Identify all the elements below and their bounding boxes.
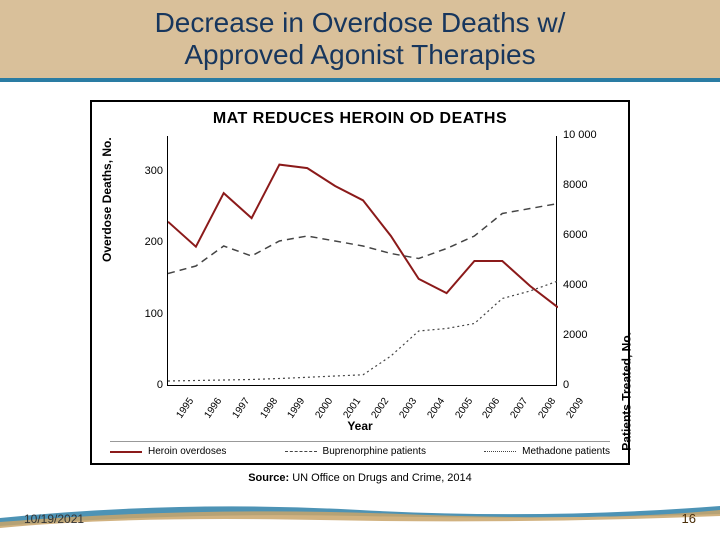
legend-item: Methadone patients bbox=[484, 446, 610, 457]
legend-swatch bbox=[110, 451, 142, 453]
x-tick: 1998 bbox=[258, 396, 280, 421]
y-left-axis-label: Overdose Deaths, No. bbox=[100, 137, 114, 262]
x-tick: 2009 bbox=[564, 396, 586, 421]
source-citation: Source: UN Office on Drugs and Crime, 20… bbox=[0, 472, 720, 484]
chart-container: MAT REDUCES HEROIN OD DEATHS Overdose De… bbox=[90, 100, 630, 465]
x-axis-label: Year bbox=[92, 419, 628, 433]
legend-label: Heroin overdoses bbox=[148, 446, 226, 457]
chart-legend: Heroin overdoses Buprenorphine patients Me… bbox=[110, 441, 610, 457]
y-right-tick: 4000 bbox=[563, 279, 603, 291]
x-tick: 2003 bbox=[397, 396, 419, 421]
x-tick: 1996 bbox=[202, 396, 224, 421]
y-right-tick: 10 000 bbox=[563, 129, 603, 141]
legend-swatch bbox=[484, 451, 516, 452]
slide-title: Decrease in Overdose Deaths w/Approved A… bbox=[155, 7, 566, 71]
y-left-tick: 200 bbox=[135, 236, 163, 248]
legend-swatch bbox=[285, 451, 317, 452]
x-tick: 2007 bbox=[509, 396, 531, 421]
y-right-tick: 8000 bbox=[563, 179, 603, 191]
title-band: Decrease in Overdose Deaths w/Approved A… bbox=[0, 0, 720, 82]
x-tick: 1997 bbox=[230, 396, 252, 421]
chart-title: MAT REDUCES HEROIN OD DEATHS bbox=[92, 110, 628, 128]
series-line bbox=[168, 165, 558, 308]
source-text: UN Office on Drugs and Crime, 2014 bbox=[289, 472, 472, 484]
x-tick: 2008 bbox=[537, 396, 559, 421]
y-left-tick: 300 bbox=[135, 165, 163, 177]
x-tick: 1999 bbox=[286, 396, 308, 421]
line-plot-svg bbox=[168, 136, 558, 386]
legend-label: Buprenorphine patients bbox=[323, 446, 426, 457]
x-tick: 2002 bbox=[369, 396, 391, 421]
x-tick: 2004 bbox=[425, 396, 447, 421]
legend-label: Methadone patients bbox=[522, 446, 610, 457]
footer-date: 10/19/2021 bbox=[24, 512, 84, 526]
y-right-tick: 0 bbox=[563, 379, 603, 391]
footer-swoosh bbox=[0, 498, 720, 528]
footer-page-number: 16 bbox=[682, 511, 696, 526]
legend-item: Heroin overdoses bbox=[110, 446, 226, 457]
x-tick: 2006 bbox=[481, 396, 503, 421]
x-tick: 2001 bbox=[342, 396, 364, 421]
x-tick: 1995 bbox=[174, 396, 196, 421]
y-left-tick: 0 bbox=[135, 379, 163, 391]
x-tick: 2005 bbox=[453, 396, 475, 421]
x-tick: 2000 bbox=[314, 396, 336, 421]
y-left-tick: 100 bbox=[135, 308, 163, 320]
y-right-tick: 2000 bbox=[563, 329, 603, 341]
legend-item: Buprenorphine patients bbox=[285, 446, 426, 457]
source-label: Source: bbox=[248, 472, 289, 484]
plot-area bbox=[167, 136, 557, 386]
series-line bbox=[168, 281, 558, 381]
series-line bbox=[168, 204, 558, 274]
y-right-tick: 6000 bbox=[563, 229, 603, 241]
